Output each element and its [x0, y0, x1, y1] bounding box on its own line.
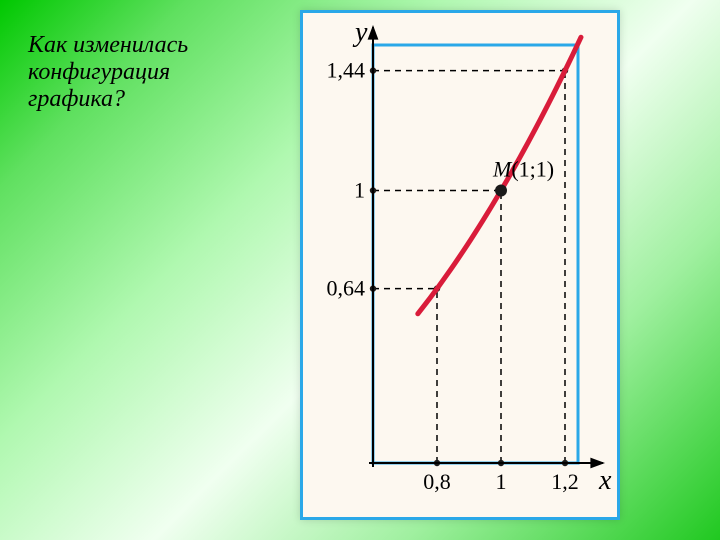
x-tick-label: 1,2 — [551, 469, 579, 494]
point-m-label: M(1;1) — [492, 157, 554, 182]
chart-container: 0,64 1 1,44 0,8 1 1,2 y x M(1;1) — [300, 10, 620, 520]
y-axis-arrow — [368, 25, 379, 40]
point-m — [495, 185, 507, 197]
question-text-content: Как изменилась конфигурация графика? — [28, 32, 188, 112]
y-tick-label: 1,44 — [327, 58, 366, 83]
question-text: Как изменилась конфигурация графика? — [28, 32, 248, 113]
chart-svg: 0,64 1 1,44 0,8 1 1,2 y x M(1;1) — [303, 13, 623, 523]
x-tick-label: 1 — [496, 469, 507, 494]
x-axis-label: x — [598, 465, 612, 496]
y-axis-label: y — [352, 17, 368, 48]
x-tick-label: 0,8 — [423, 469, 451, 494]
y-tick-label: 0,64 — [327, 276, 366, 301]
y-tick-label: 1 — [354, 178, 365, 203]
